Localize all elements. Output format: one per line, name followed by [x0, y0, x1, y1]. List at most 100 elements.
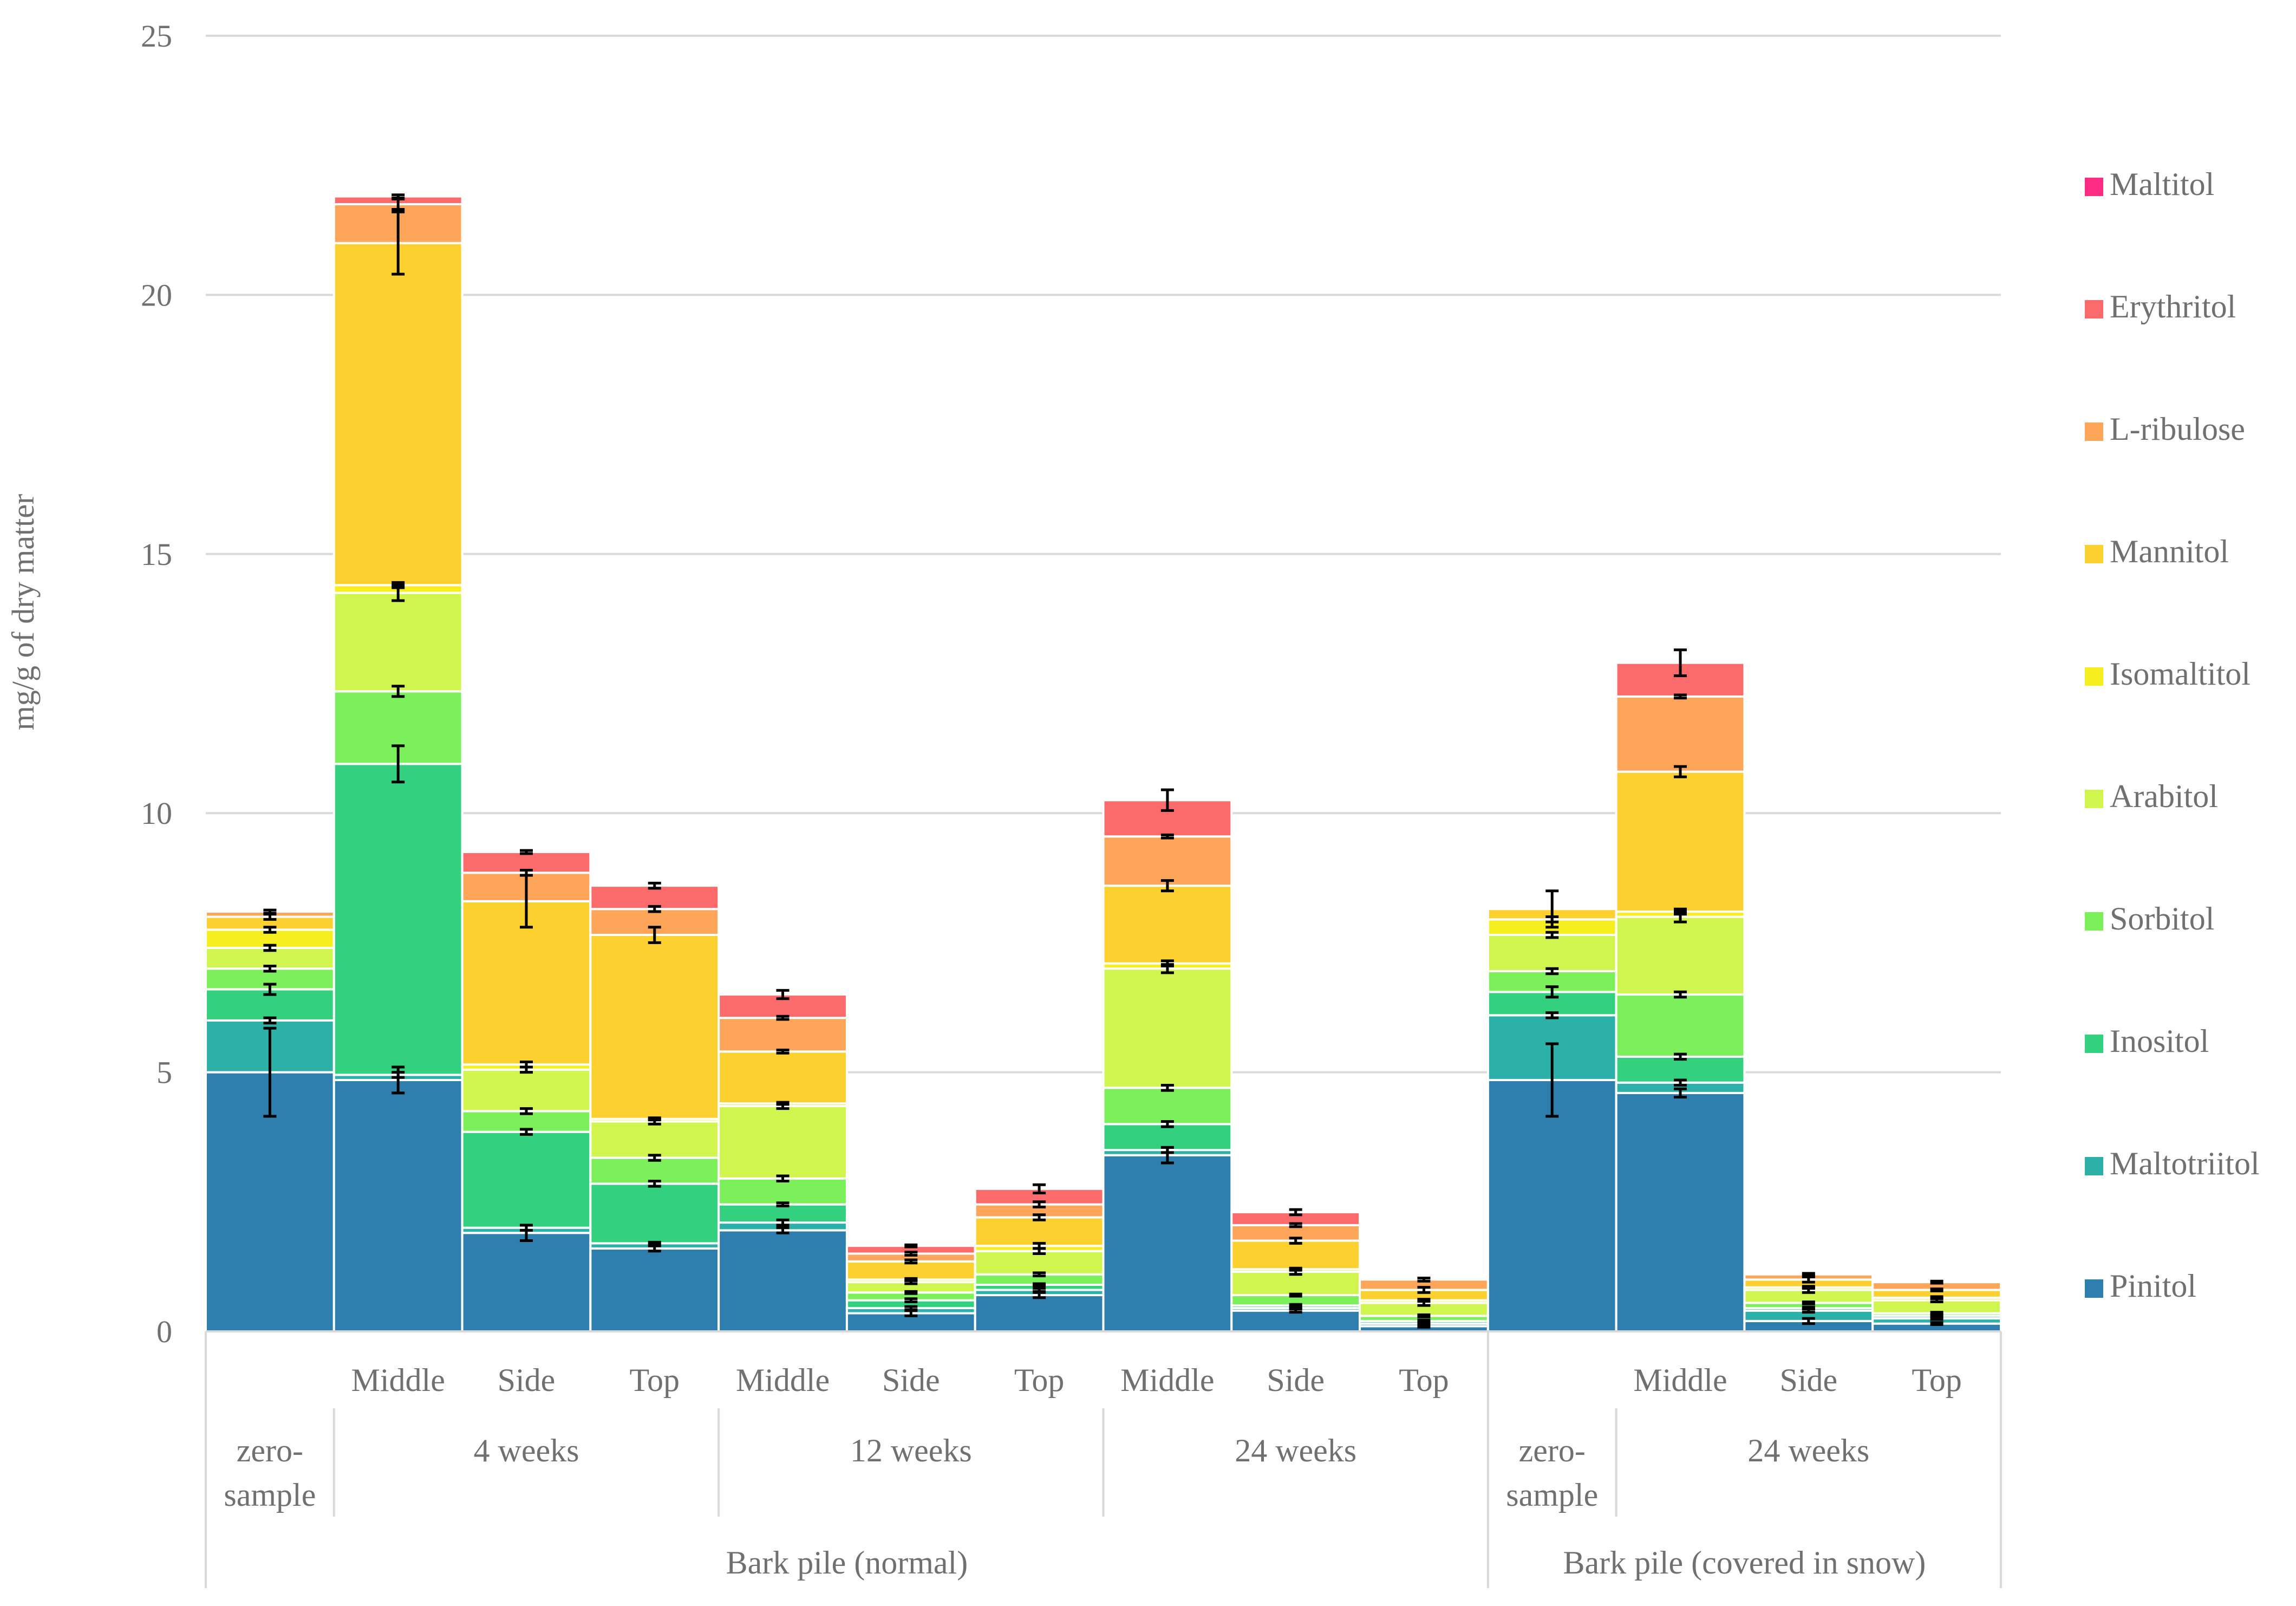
legend-item-arabitol: Arabitol	[2085, 778, 2218, 814]
x-section-label: Bark pile (covered in snow)	[1563, 1545, 1926, 1581]
error-bar-inositol	[776, 1201, 790, 1207]
bar-segment-sorbitol	[1102, 1087, 1233, 1126]
error-bar-l-ribulose	[1674, 693, 1687, 700]
legend-swatch	[2085, 912, 2103, 931]
bar-segment-sorbitol	[1615, 993, 1746, 1058]
x-group-label: 24 weeks	[1235, 1433, 1356, 1468]
bar-segment-inositol	[332, 763, 464, 1076]
error-bar-sorbitol	[648, 1154, 661, 1162]
legend-item-mannitol: Mannitol	[2085, 534, 2229, 569]
bar-segment-pinitol	[1615, 1091, 1746, 1332]
x-group-label: zero-sample	[224, 1433, 316, 1513]
y-tick-label: 5	[156, 1055, 172, 1090]
error-bar-sorbitol	[519, 1107, 533, 1115]
bar-segment-mannitol	[718, 1050, 848, 1105]
error-bar-isomaltitol	[776, 1101, 790, 1106]
x-tick-label: Middle	[736, 1362, 830, 1398]
bar-segment-l-ribulose	[1102, 835, 1233, 887]
legend-swatch	[2085, 545, 2103, 563]
error-bar-sorbitol	[1417, 1313, 1431, 1318]
legend-swatch	[2085, 790, 2103, 808]
legend-item-l-ribulose: L-ribulose	[2085, 411, 2245, 447]
error-bar-mannitol	[1160, 879, 1174, 893]
error-bar-maltotriitol	[1545, 1011, 1559, 1019]
x-tick-label: Middle	[1120, 1362, 1214, 1398]
error-bar-isomaltitol	[1417, 1298, 1431, 1303]
legend-swatch	[2085, 178, 2103, 196]
x-tick-label: Top	[630, 1362, 680, 1398]
x-group-label: 4 weeks	[473, 1433, 579, 1468]
legend-label: Inositol	[2110, 1023, 2209, 1059]
bar-segment-mannitol	[589, 934, 720, 1120]
error-bar-erythritol	[1033, 1183, 1046, 1195]
error-bar-mannitol	[904, 1258, 918, 1265]
error-bar-erythritol	[519, 849, 533, 855]
error-bar-inositol	[1033, 1282, 1046, 1288]
error-bar-maltotriitol	[904, 1305, 918, 1311]
error-bar-maltotriitol	[519, 1224, 533, 1232]
error-bar-mannitol	[1930, 1288, 1943, 1292]
bar-segment-inositol	[461, 1130, 592, 1229]
error-bar-pinitol	[1930, 1321, 1943, 1327]
error-bar-maltotriitol	[1160, 1146, 1174, 1154]
bar-segment-mannitol	[332, 242, 464, 587]
error-bar-erythritol	[1289, 1208, 1302, 1217]
legend-swatch	[2085, 1157, 2103, 1175]
error-bar-isomaltitol	[648, 1116, 661, 1122]
bar-segment-l-ribulose	[1615, 695, 1746, 773]
error-bar-pinitol	[1802, 1317, 1815, 1325]
x-tick-label: Side	[498, 1362, 556, 1398]
error-bar-pinitol	[776, 1226, 790, 1234]
error-bar-sorbitol	[1930, 1311, 1943, 1316]
y-tick-label: 20	[141, 277, 172, 313]
bar-segment-arabitol	[332, 591, 464, 693]
error-bar-l-ribulose	[1930, 1279, 1943, 1285]
error-bar-l-ribulose	[776, 1015, 790, 1021]
error-bar-l-ribulose	[1417, 1276, 1431, 1283]
error-bar-mannitol	[392, 210, 405, 276]
error-bar-l-ribulose	[1160, 833, 1174, 840]
bar-segment-erythritol	[1615, 661, 1746, 698]
error-bar-sorbitol	[904, 1290, 918, 1295]
error-bar-inositol	[1674, 1052, 1687, 1061]
error-bar-inositol	[1802, 1305, 1815, 1311]
bar-segment-pinitol	[974, 1294, 1105, 1332]
bar-segment-mannitol	[1102, 885, 1233, 965]
legend-item-maltitol: Maltitol	[2085, 166, 2214, 202]
error-bar-erythritol	[1160, 788, 1174, 812]
error-bar-inositol	[1545, 985, 1559, 999]
legend-label: Pinitol	[2110, 1268, 2196, 1304]
legend-swatch	[2085, 667, 2103, 686]
error-bar-mannitol	[1802, 1276, 1815, 1284]
x-tick-label: Side	[1267, 1362, 1325, 1398]
legend-item-sorbitol: Sorbitol	[2085, 901, 2214, 937]
error-bars	[263, 193, 1943, 1329]
y-tick-label: 0	[156, 1314, 172, 1349]
error-bar-isomaltitol	[392, 581, 405, 589]
error-bar-inositol	[263, 983, 277, 996]
error-bar-maltotriitol	[263, 1016, 277, 1025]
error-bar-isomaltitol	[1160, 959, 1174, 967]
error-bar-maltotriitol	[1033, 1287, 1046, 1293]
error-bar-inositol	[1160, 1120, 1174, 1128]
legend-label: Maltitol	[2110, 166, 2214, 202]
error-bar-arabitol	[263, 944, 277, 952]
error-bar-mannitol	[1033, 1213, 1046, 1221]
bar-segment-arabitol	[461, 1068, 592, 1113]
error-bar-l-ribulose	[263, 908, 277, 915]
error-bar-mannitol	[776, 1048, 790, 1055]
bar-segment-arabitol	[589, 1120, 720, 1159]
x-tick-label: Middle	[1633, 1362, 1727, 1398]
legend-label: Arabitol	[2110, 778, 2218, 814]
error-bar-maltotriitol	[648, 1240, 661, 1246]
y-axis-label: mg/g of dry matter	[5, 494, 41, 731]
bar-segment-pinitol	[1230, 1309, 1361, 1333]
error-bar-inositol	[648, 1180, 661, 1188]
y-tick-label: 10	[141, 796, 172, 831]
legend-label: Erythritol	[2110, 289, 2236, 324]
bar-segment-arabitol	[1102, 967, 1233, 1089]
legend-item-isomaltitol: Isomaltitol	[2085, 656, 2251, 692]
bar-segment-pinitol	[332, 1078, 464, 1333]
error-bar-sorbitol	[1674, 990, 1687, 999]
